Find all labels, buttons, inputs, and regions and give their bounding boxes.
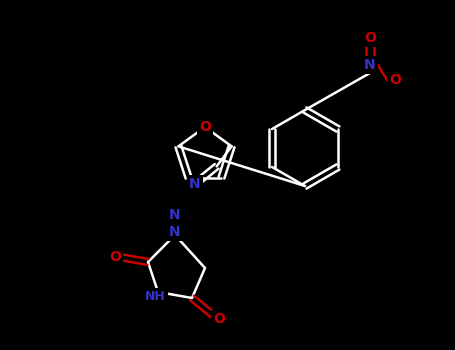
Text: NH: NH: [145, 290, 165, 303]
Text: N: N: [169, 225, 181, 239]
Text: O: O: [213, 312, 225, 326]
Text: O: O: [109, 250, 121, 264]
Text: N: N: [169, 208, 181, 222]
Text: N: N: [364, 58, 376, 72]
Text: N: N: [189, 177, 201, 191]
Text: O: O: [389, 73, 401, 87]
Text: O: O: [364, 31, 376, 45]
Text: O: O: [199, 120, 211, 134]
